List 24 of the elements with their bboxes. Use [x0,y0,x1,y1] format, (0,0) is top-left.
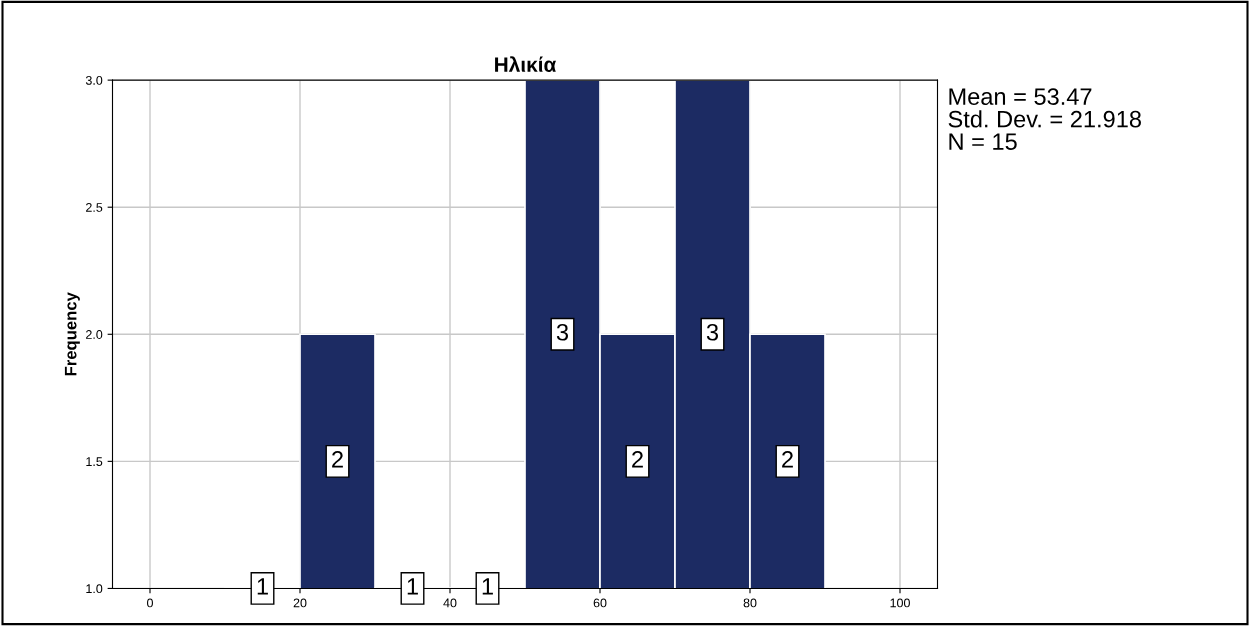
y-tick-label: 3.0 [85,75,103,85]
x-tick-label: 80 [743,598,757,608]
y-tick-label: 1.0 [86,584,103,594]
data-label: 1 [407,578,418,595]
data-label: 2 [632,450,643,468]
text: Mean = 53.47 [949,88,1092,105]
x-tick-label: 0 [147,598,153,608]
y-tick-label: 1.5 [86,457,103,467]
data-label: 1 [482,578,493,595]
y-tick-label: 2.5 [86,203,103,212]
data-label: 3 [556,323,569,341]
text: N = 15 [949,133,1017,151]
x-tick-label: 60 [593,598,607,608]
x-tick-label: 100 [890,598,910,608]
x-tick-label: 40 [443,598,457,608]
x-tick-label: 20 [293,598,307,608]
chart-title: Ηλικία [495,56,557,72]
data-label: 2 [782,450,793,468]
text: Std. Dev. = 21.918 [948,110,1141,128]
data-label: 1 [257,578,268,595]
y-tick-label: 2.0 [86,330,103,339]
data-label: 3 [706,323,719,341]
data-label: 2 [332,450,343,468]
y-axis-title: Frequency [64,292,80,376]
